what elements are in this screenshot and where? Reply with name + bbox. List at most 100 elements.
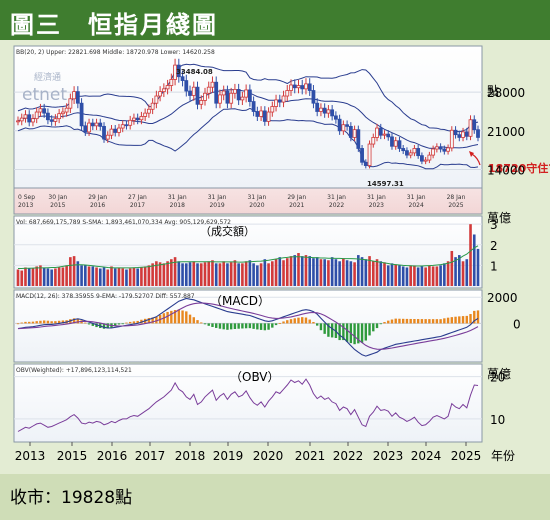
macd-histogram-bar <box>405 318 409 324</box>
macd-histogram-bar <box>241 323 244 329</box>
volume-bar <box>413 265 416 286</box>
macd-histogram-bar <box>35 321 38 324</box>
macd-histogram-bar <box>278 323 281 324</box>
candle-body <box>180 76 185 81</box>
candle-body <box>378 127 383 136</box>
volume-bar <box>147 265 151 286</box>
macd-histogram-bar <box>91 323 94 326</box>
macd-histogram-bar <box>458 316 461 324</box>
volume-bar <box>469 224 472 286</box>
volume-bar <box>405 267 409 286</box>
volume-bar <box>454 257 457 286</box>
candle-body <box>375 127 379 138</box>
volume-bar <box>173 257 177 286</box>
volume-bar <box>323 259 326 286</box>
volume-bar <box>461 261 465 286</box>
volume-bar <box>117 267 121 286</box>
volume-bar <box>31 268 35 286</box>
candle-body <box>60 111 65 115</box>
macd-histogram-bar <box>476 310 480 324</box>
macd-histogram-bar <box>379 323 382 325</box>
footer-close-text: 收市：19828點 <box>10 488 133 508</box>
macd-histogram-bar <box>252 323 255 329</box>
macd-histogram-bar <box>218 323 222 329</box>
candle-body <box>19 117 24 122</box>
volume-bar <box>428 265 431 286</box>
macd-histogram-bar <box>181 310 184 324</box>
macd-histogram-bar <box>54 321 57 324</box>
price-date-tick: 29 Jan 2021 <box>287 194 306 209</box>
volume-bar <box>285 258 289 286</box>
candle-body <box>326 109 331 114</box>
candle-body <box>57 113 62 120</box>
macd-histogram-bar <box>394 318 397 324</box>
candle-body <box>23 114 28 119</box>
candle-body <box>277 99 282 103</box>
macd-histogram-bar <box>102 323 106 329</box>
year-tick-label: 2021 <box>295 449 326 463</box>
volume-bar <box>431 266 435 286</box>
volume-bar <box>300 256 304 286</box>
candle-body <box>420 155 424 162</box>
volume-bar <box>98 268 102 286</box>
candle-body <box>262 110 267 122</box>
macd-histogram-bar <box>342 323 345 341</box>
volume-bar <box>439 265 442 286</box>
obv-y-tick: 20 <box>490 371 505 385</box>
macd-histogram-bar <box>24 321 27 324</box>
volume-bar <box>297 253 300 286</box>
candle-body <box>244 89 249 98</box>
year-tick-label: 2019 <box>213 449 244 463</box>
candle-body <box>139 116 144 121</box>
candle-body <box>191 86 196 96</box>
candle-body <box>206 86 211 94</box>
price-y-tick: 21000 <box>487 125 525 139</box>
macd-histogram-bar <box>136 320 139 324</box>
macd-histogram-bar <box>461 316 465 324</box>
macd-histogram-bar <box>364 323 368 341</box>
candle-body <box>90 122 95 127</box>
candle-body <box>356 129 361 149</box>
volume-bar <box>39 265 42 286</box>
macd-histogram-bar <box>353 323 356 345</box>
volume-bar <box>334 259 338 286</box>
macd-histogram-bar <box>446 317 450 324</box>
volume-bar <box>330 257 334 286</box>
volume-bar <box>24 267 27 286</box>
volume-bar <box>360 257 364 286</box>
macd-histogram-bar <box>274 323 278 326</box>
volume-bar <box>192 261 196 286</box>
volume-bar <box>327 260 330 286</box>
candle-body <box>319 107 323 112</box>
macd-histogram-bar <box>188 314 192 324</box>
year-axis-unit: 年份 <box>491 449 515 463</box>
volume-bar <box>87 266 91 286</box>
candle-body <box>423 159 428 162</box>
volume-bar <box>386 265 390 286</box>
macd-histogram-bar <box>372 323 375 332</box>
macd-histogram-bar <box>121 323 124 325</box>
candle-body <box>390 136 394 147</box>
macd-histogram-bar <box>233 323 237 329</box>
candle-body <box>416 148 421 157</box>
macd-histogram-bar <box>200 322 203 324</box>
macd-histogram-bar <box>128 321 132 324</box>
year-tick-label: 2023 <box>373 449 404 463</box>
candle-body <box>393 140 398 147</box>
candle-body <box>98 122 103 127</box>
volume-bar <box>125 269 128 286</box>
price-date-tick: 31 Jan 2023 <box>367 194 386 209</box>
volume-bar <box>184 263 188 286</box>
price-date-tick: 31 Jan 2019 <box>208 194 227 209</box>
macd-histogram-bar <box>286 320 289 324</box>
volume-panel-label: （成交額） <box>200 224 255 238</box>
macd-y-tick: 2000 <box>487 291 518 305</box>
volume-bar <box>259 263 263 286</box>
price-date-tick: 27 Jan 2017 <box>128 194 147 209</box>
candle-body <box>281 95 286 103</box>
obv-y-tick: 10 <box>490 413 505 427</box>
year-tick-label: 2018 <box>175 449 206 463</box>
candle-body <box>311 90 316 104</box>
candle-body <box>173 64 177 80</box>
volume-bar <box>84 265 87 286</box>
